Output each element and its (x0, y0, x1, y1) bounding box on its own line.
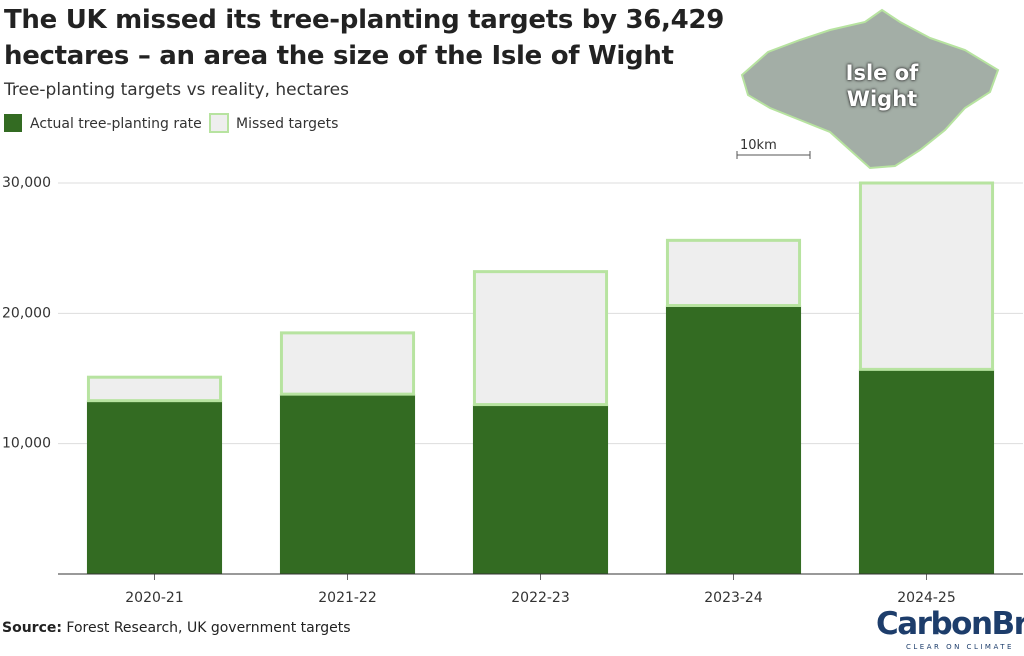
bar-segment (279, 331, 416, 396)
x-tick-label: 2024-25 (897, 590, 956, 606)
bar-segment (858, 181, 995, 371)
bar-segment (858, 369, 995, 574)
chart-title: The UK missed its tree-planting targets … (4, 5, 725, 71)
legend-label: Missed targets (236, 116, 338, 132)
y-tick-label: 30,000 (2, 175, 51, 191)
bar-segment (472, 270, 609, 407)
legend-swatch (4, 114, 22, 132)
bar-segment (279, 394, 416, 574)
bar-segment (665, 238, 802, 308)
scale-label: 10km (740, 138, 777, 153)
x-tick-label: 2022-23 (511, 590, 570, 606)
source: Source: Forest Research, UK government t… (2, 620, 351, 636)
map-label: Isle of Wight (845, 61, 919, 111)
logo-tagline: CLEAR ON CLIMATE (906, 643, 1014, 651)
chart-subtitle: Tree-planting targets vs reality, hectar… (4, 80, 349, 100)
y-tick-label: 10,000 (2, 436, 51, 452)
source-text: Forest Research, UK government targets (66, 620, 351, 636)
x-tick-label: 2020-21 (125, 590, 184, 606)
island-map (740, 8, 1000, 170)
logo: CarbonBrief (876, 606, 1024, 642)
x-tick-label: 2021-22 (318, 590, 377, 606)
y-tick-label: 20,000 (2, 305, 51, 321)
bar-segment (86, 375, 223, 403)
legend-label: Actual tree-planting rate (30, 116, 202, 132)
bar-segment (86, 400, 223, 574)
source-label: Source: (2, 620, 62, 636)
bar-segment (665, 305, 802, 574)
x-tick-label: 2023-24 (704, 590, 763, 606)
legend-swatch (209, 113, 229, 133)
bar-segment (472, 404, 609, 574)
